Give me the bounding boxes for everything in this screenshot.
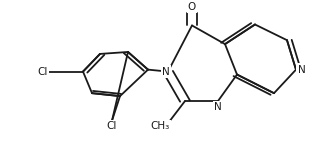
Text: N: N xyxy=(162,67,170,77)
Text: CH₃: CH₃ xyxy=(151,121,170,131)
Text: Cl: Cl xyxy=(107,121,117,131)
Text: O: O xyxy=(188,2,196,12)
Text: Cl: Cl xyxy=(38,67,48,77)
Text: N: N xyxy=(298,65,305,75)
Text: N: N xyxy=(214,102,222,112)
